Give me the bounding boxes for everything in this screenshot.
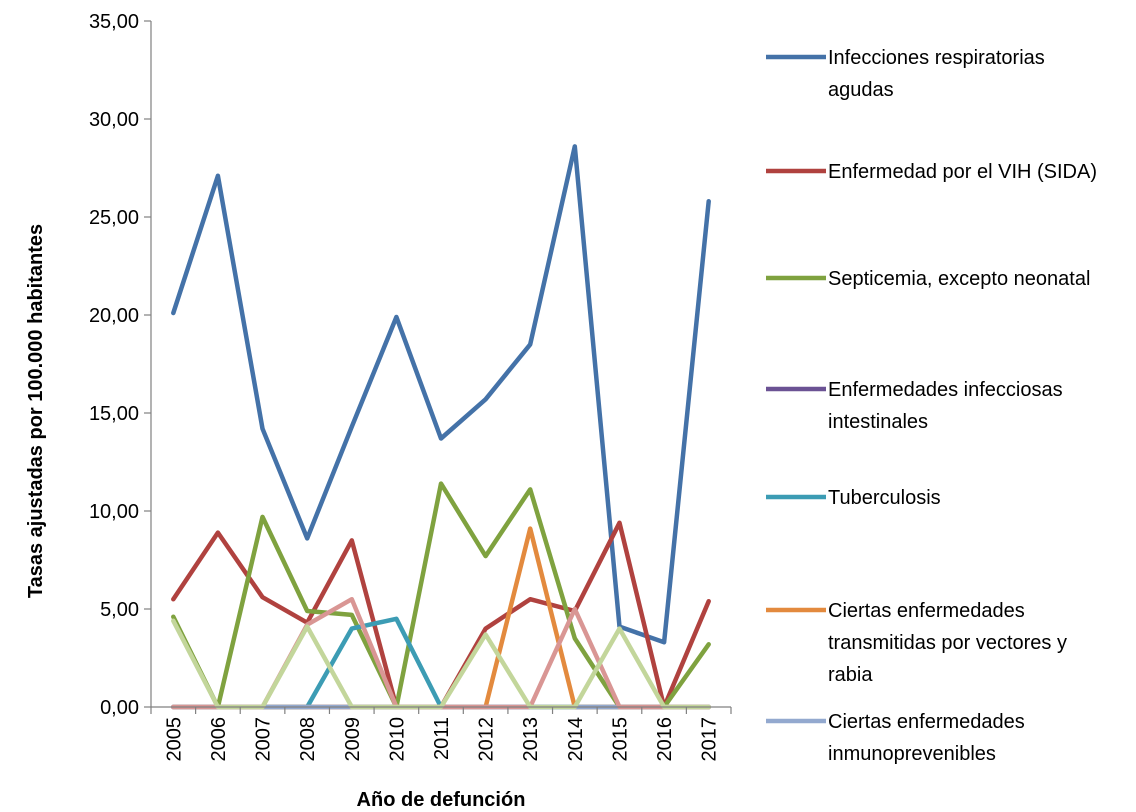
axes [150, 21, 731, 708]
legend: Infecciones respiratorias agudas Enfermeda… [766, 47, 1097, 765]
legend-label: Enfermedades infecciosas [828, 379, 1063, 401]
series-line-8 [171, 596, 711, 710]
x-tick-label: 2005 [163, 717, 185, 762]
x-tick-label: 2015 [609, 717, 631, 762]
legend-label: Septicemia, excepto neonatal [828, 268, 1090, 290]
series-line-3 [171, 481, 711, 710]
legend-label: Ciertas enfermedades [828, 711, 1025, 733]
x-tick-label: 2013 [520, 717, 542, 762]
y-axis-title: Tasas ajustadas por 100.000 habitantes [25, 224, 47, 598]
x-axis-ticks: 2005 2006 2007 2008 2009 2010 2011 2012 2013 2014… [150, 707, 732, 762]
y-tick-label: 35,00 [89, 11, 139, 33]
y-tick-label: 25,00 [89, 207, 139, 229]
legend-label: transmitidas por vectores y [828, 632, 1067, 654]
series-line-9 [171, 618, 711, 710]
y-tick-label: 10,00 [89, 501, 139, 523]
y-tick-label: 20,00 [89, 305, 139, 327]
x-tick-label: 2010 [386, 717, 408, 762]
legend-label: Ciertas enfermedades [828, 600, 1025, 622]
x-tick-label: 2006 [208, 717, 230, 762]
legend-label: Infecciones respiratorias [828, 47, 1045, 69]
x-tick-label: 2007 [253, 717, 275, 762]
y-tick-label: 5,00 [100, 599, 139, 621]
legend-label: agudas [828, 79, 894, 101]
plot-area [171, 144, 711, 710]
y-tick-label: 0,00 [100, 697, 139, 719]
y-tick-label: 15,00 [89, 403, 139, 425]
x-tick-label: 2011 [431, 717, 453, 760]
legend-label: intestinales [828, 411, 928, 433]
x-tick-label: 2014 [565, 717, 587, 762]
y-tick-label: 30,00 [89, 109, 139, 131]
x-tick-label: 2009 [342, 717, 364, 762]
legend-label: inmunoprevenibles [828, 743, 996, 765]
y-axis-ticks: 0,00 5,00 10,00 15,00 20,00 25,00 30,00 35,00 [89, 11, 151, 719]
legend-label: Tuberculosis [828, 487, 941, 509]
x-tick-label: 2008 [297, 717, 319, 762]
x-tick-label: 2016 [654, 717, 676, 762]
legend-label: Enfermedad por el VIH (SIDA) [828, 161, 1097, 183]
legend-label: rabia [828, 664, 873, 686]
x-axis-title: Año de defunción [357, 789, 526, 811]
x-tick-label: 2017 [699, 717, 721, 762]
x-tick-label: 2012 [476, 717, 498, 762]
